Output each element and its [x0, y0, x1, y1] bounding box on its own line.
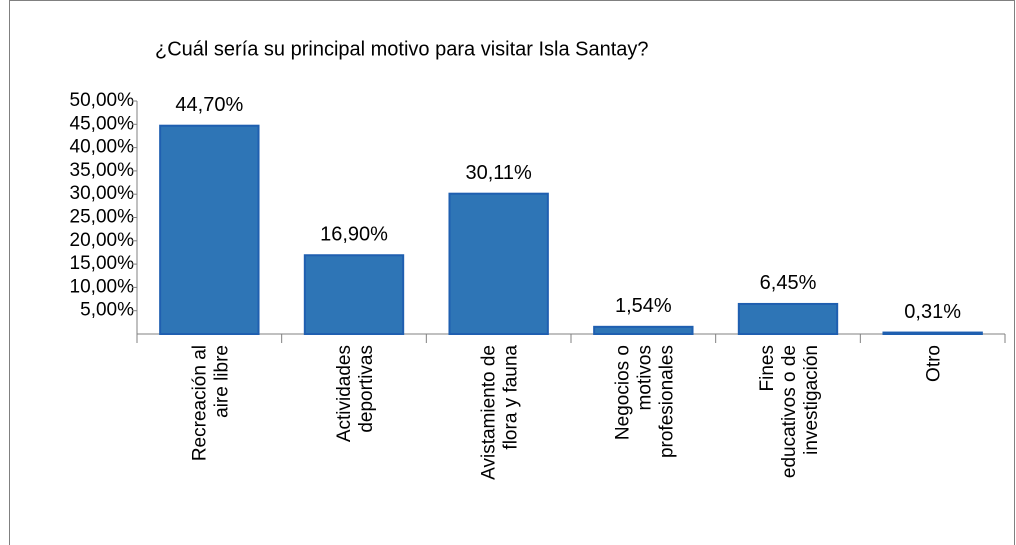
y-tick-label: 35,00% — [70, 160, 135, 181]
x-tick-label: Fineseducativos o deinvestigación — [757, 345, 822, 478]
bar — [303, 254, 405, 335]
x-tick-label-line: Recreación al — [189, 345, 210, 461]
value-label: 6,45% — [760, 272, 817, 294]
y-tick-label: 5,00% — [80, 300, 134, 321]
y-tick-label: 40,00% — [70, 137, 135, 158]
y-tick-label: 25,00% — [70, 207, 135, 228]
x-tick-label-line: motivos — [634, 345, 655, 410]
chart-border — [9, 0, 1015, 545]
x-tick-label: Otro — [924, 345, 945, 382]
x-tick-label-line: Fines — [757, 345, 778, 391]
value-label: 30,11% — [465, 162, 532, 184]
x-tick-label-line: Actividades — [334, 345, 355, 442]
value-label: 0,31% — [904, 301, 961, 323]
bar — [593, 325, 694, 336]
y-tick-label: 20,00% — [70, 230, 135, 251]
value-label: 16,90% — [320, 224, 388, 246]
bar — [448, 192, 549, 335]
y-tick-label: 15,00% — [70, 253, 135, 274]
x-tick-label-line: deportivas — [356, 345, 377, 433]
x-tick-label-line: profesionales — [656, 345, 677, 458]
x-tick-label-line: investigación — [801, 345, 822, 455]
y-tick-label: 10,00% — [70, 276, 135, 297]
y-tick-label: 45,00% — [70, 113, 135, 134]
chart-title: ¿Cuál sería su principal motivo para vis… — [155, 38, 649, 60]
value-label: 44,70% — [175, 94, 243, 116]
x-tick-label-line: Otro — [924, 345, 945, 382]
x-tick-label: Avistamiento deflora y fauna — [479, 345, 522, 480]
x-tick-label: Negocios omotivosprofesionales — [612, 345, 677, 458]
value-label: 1,54% — [615, 295, 672, 317]
x-tick-label-line: aire libre — [211, 345, 232, 418]
x-tick-label-line: flora y fauna — [501, 345, 522, 450]
x-tick-label: Recreación alaire libre — [189, 345, 232, 461]
y-tick-label: 30,00% — [70, 183, 135, 204]
x-tick-label-line: Negocios o — [612, 345, 633, 440]
bar — [882, 331, 983, 335]
bar — [159, 124, 260, 335]
x-tick-label: Actividadesdeportivas — [334, 345, 377, 442]
y-tick-label: 50,00% — [70, 90, 135, 111]
bar — [737, 302, 839, 335]
x-tick-label-line: Avistamiento de — [479, 345, 500, 480]
x-tick-label-line: educativos o de — [779, 345, 800, 478]
